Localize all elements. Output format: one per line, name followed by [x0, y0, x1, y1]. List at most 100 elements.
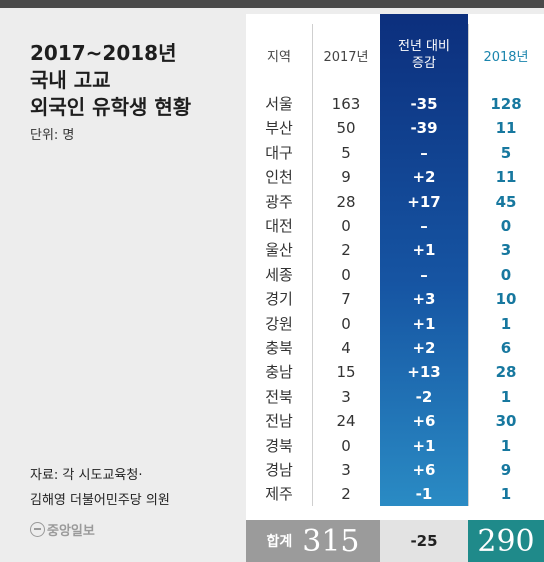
change-column-background: [380, 14, 468, 506]
value-2018-cell: 0: [500, 265, 512, 284]
value-2018-cell: 10: [495, 290, 517, 309]
value-2018-cell: 45: [495, 192, 517, 211]
change-cell: +1: [412, 436, 436, 455]
region-cell: 울산: [265, 241, 293, 260]
total-label: 합계: [266, 534, 293, 550]
total-2017-value: 315: [302, 523, 360, 559]
value-2018-cell: 0: [500, 217, 512, 235]
table-row: 부산 50 -39 11: [246, 116, 544, 140]
source-line-1: 자료: 각 시도교육청·: [30, 468, 143, 483]
value-2018-cell: 128: [490, 95, 522, 113]
data-table: 지역 2017년 전년 대비 증감 2018년 서울 163 -35 128 부산 50-…: [246, 14, 544, 562]
value-2017-cell: 0: [341, 217, 351, 235]
change-cell: +6: [412, 412, 436, 431]
value-2017-cell: 0: [341, 265, 351, 284]
value-2017-cell: 2: [341, 241, 351, 260]
value-2018-cell: 1: [500, 436, 512, 455]
header-region: 지역: [267, 49, 291, 65]
value-2018-cell: 28: [495, 363, 517, 382]
publisher-logo-icon: [30, 522, 45, 537]
change-cell: +6: [412, 461, 436, 479]
region-cell: 전북: [265, 387, 293, 406]
table-row: 경남 3 +6 9: [246, 458, 544, 482]
region-cell: 인천: [265, 168, 293, 187]
source-line-2: 김해영 더불어민주당 의원: [30, 493, 170, 508]
change-cell: +2: [412, 339, 436, 357]
table-row: 서울 163 -35 128: [246, 92, 544, 116]
total-change-value: -25: [380, 520, 468, 562]
chart-title: 2017~2018년 국내 고교 외국인 유학생 현황: [30, 40, 191, 121]
region-cell: 전남: [265, 412, 293, 431]
column-divider: [468, 24, 469, 506]
value-2018-cell: 1: [500, 387, 512, 406]
total-2017-cell: 합계 315: [246, 520, 380, 562]
region-cell: 충북: [265, 339, 293, 357]
table-row: 전남 24 +6 30: [246, 409, 544, 433]
value-2017-cell: 50: [336, 119, 356, 138]
title-line-2: 국내 고교: [30, 68, 111, 92]
publisher-name: 중앙일보: [47, 524, 95, 539]
table-row: 울산 2 +1 3: [246, 238, 544, 262]
change-cell: +1: [412, 314, 436, 333]
value-2017-cell: 7: [341, 290, 351, 309]
value-2018-cell: 1: [500, 485, 512, 504]
header-2017: 2017년: [323, 49, 369, 65]
change-cell: –: [420, 217, 428, 235]
value-2017-cell: 4: [341, 339, 351, 357]
region-cell: 경기: [265, 290, 293, 309]
region-cell: 대전: [265, 217, 293, 235]
region-cell: 경남: [265, 461, 293, 479]
source-note: 자료: 각 시도교육청· 김해영 더불어민주당 의원: [30, 463, 170, 513]
table-row: 충남 15 +13 28: [246, 360, 544, 384]
value-2018-cell: 30: [495, 412, 517, 431]
value-2017-cell: 3: [341, 461, 351, 479]
region-cell: 대구: [265, 143, 293, 162]
value-2017-cell: 9: [341, 168, 351, 187]
table-row: 전북 3 -2 1: [246, 385, 544, 409]
value-2017-cell: 0: [341, 314, 351, 333]
publisher-logo: 중앙일보: [30, 520, 95, 539]
table-row: 인천 9 +2 11: [246, 165, 544, 189]
region-cell: 제주: [265, 485, 293, 504]
unit-label: 단위: 명: [30, 128, 75, 143]
value-2017-cell: 2: [341, 485, 351, 504]
value-2017-cell: 28: [336, 192, 356, 211]
value-2018-cell: 11: [495, 168, 517, 187]
title-line-1: 2017~2018년: [30, 41, 177, 65]
table-row: 대전 0 – 0: [246, 214, 544, 238]
change-cell: +2: [412, 168, 436, 187]
change-cell: +13: [407, 363, 441, 382]
column-divider: [312, 24, 313, 506]
region-cell: 서울: [265, 95, 293, 113]
table-row: 광주 28 +17 45: [246, 190, 544, 214]
total-row: 합계 315 -25 290: [246, 520, 544, 562]
region-cell: 충남: [265, 363, 293, 382]
change-cell: -1: [415, 485, 433, 504]
region-cell: 세종: [265, 265, 293, 284]
table-row: 대구 5 – 5: [246, 141, 544, 165]
table-row: 충북 4 +2 6: [246, 336, 544, 360]
region-cell: 경북: [265, 436, 293, 455]
change-cell: +1: [412, 241, 436, 260]
table-row: 경북 0 +1 1: [246, 434, 544, 458]
region-cell: 강원: [265, 314, 293, 333]
change-cell: -39: [410, 119, 438, 138]
change-cell: -35: [410, 95, 438, 113]
change-cell: +3: [412, 290, 436, 309]
change-cell: –: [420, 143, 428, 162]
value-2017-cell: 24: [336, 412, 356, 431]
region-cell: 광주: [265, 192, 293, 211]
value-2018-cell: 3: [500, 241, 512, 260]
value-2018-cell: 9: [500, 461, 512, 479]
header-change: 전년 대비 증감: [380, 14, 468, 96]
change-cell: -2: [415, 387, 433, 406]
table-row: 세종 0 – 0: [246, 263, 544, 287]
table-row: 경기 7 +3 10: [246, 287, 544, 311]
value-2017-cell: 3: [341, 387, 351, 406]
value-2017-cell: 0: [341, 436, 351, 455]
total-2018-value: 290: [468, 520, 544, 562]
header-2018: 2018년: [483, 49, 529, 65]
table-header: 지역 2017년 전년 대비 증감 2018년: [246, 14, 544, 96]
value-2018-cell: 5: [500, 143, 512, 162]
value-2017-cell: 163: [331, 95, 361, 113]
